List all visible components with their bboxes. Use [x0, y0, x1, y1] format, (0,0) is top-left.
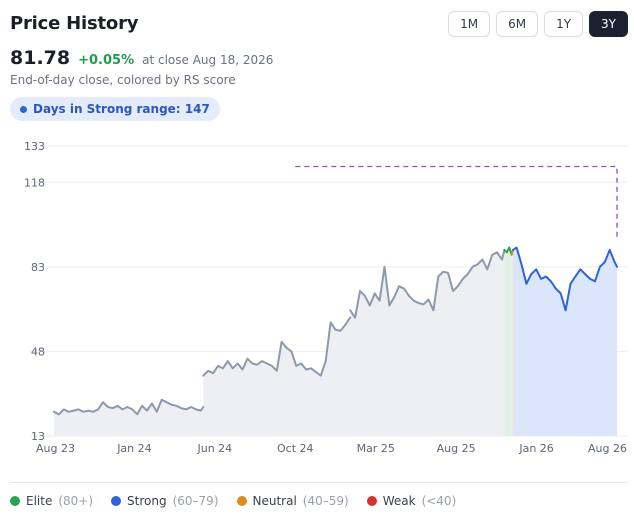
range-button-6m[interactable]: 6M: [496, 11, 539, 37]
close-date-note: at close Aug 18, 2026: [142, 53, 274, 67]
quote-row: 81.78 +0.05% at close Aug 18, 2026: [10, 47, 273, 69]
x-tick-label: Mar 25: [357, 442, 395, 455]
legend-label: Strong: [127, 494, 167, 508]
price-line-unrated: [53, 398, 205, 416]
y-tick-label: 83: [31, 261, 45, 274]
page-title: Price History: [10, 13, 139, 34]
legend-dot-icon: [111, 496, 122, 506]
x-tick-label: Aug 26: [588, 442, 627, 455]
legend-divider: [10, 482, 628, 483]
legend-range: (60–79): [172, 494, 219, 508]
badge-dot-icon: [20, 105, 27, 113]
x-tick-label: Jun 24: [197, 442, 233, 455]
x-tick-label: Jan 26: [518, 442, 553, 455]
legend-label: Elite: [26, 494, 53, 508]
price-line-unrated: [202, 316, 352, 377]
area-fill-neutral: [511, 249, 513, 436]
y-tick-label: 13: [31, 430, 45, 443]
x-axis-ticks: Aug 23 Jan 24 Jun 24 Oct 24 Mar 25 Aug 25 Jan …: [36, 442, 627, 455]
legend: Elite (80+) Strong (60–79) Neutral (40–5…: [10, 494, 456, 508]
price-history-chart[interactable]: 133 118 83 48 13 Aug 23 Jan 24 Jun 24 Oct 24 Mar…: [0, 132, 634, 462]
area-fill-unrated: [54, 399, 204, 436]
price-lines: [53, 246, 618, 416]
legend-label: Weak: [382, 494, 416, 508]
legend-range: (40–59): [302, 494, 349, 508]
y-axis-ticks: 133 118 83 48 13: [24, 140, 45, 443]
legend-item-weak: Weak (<40): [366, 494, 457, 508]
area-fill-strong: [513, 247, 617, 436]
price-change: +0.05%: [78, 53, 135, 68]
legend-dot-icon: [366, 496, 377, 506]
area-fill-elite: [504, 247, 512, 436]
area-fill-unrated: [350, 249, 505, 436]
range-button-1m[interactable]: 1M: [448, 11, 491, 37]
y-tick-label: 133: [24, 140, 45, 153]
area-fill-unrated: [203, 317, 351, 436]
x-tick-label: Aug 25: [437, 442, 476, 455]
x-tick-label: Jan 24: [116, 442, 151, 455]
range-button-1y[interactable]: 1Y: [544, 11, 584, 37]
badge-text: Days in Strong range: 147: [33, 102, 210, 116]
strong-days-badge: Days in Strong range: 147: [10, 97, 220, 121]
legend-item-neutral: Neutral (40–59): [236, 494, 349, 508]
y-tick-label: 118: [24, 176, 45, 189]
area-fills: [54, 247, 617, 436]
legend-dot-icon: [10, 496, 20, 506]
x-tick-label: Aug 23: [36, 442, 75, 455]
price-line-elite: [503, 246, 513, 256]
reference-dashed-line: [295, 165, 618, 237]
range-selector: 1M 6M 1Y 3Y: [448, 11, 628, 37]
legend-range: (80+): [58, 494, 94, 508]
price-line-strong: [512, 246, 618, 312]
x-tick-label: Oct 24: [277, 442, 314, 455]
y-tick-label: 48: [31, 345, 45, 358]
chart-subtitle: End-of-day close, colored by RS score: [10, 73, 236, 87]
range-button-3y[interactable]: 3Y: [589, 11, 628, 37]
legend-item-elite: Elite (80+): [10, 494, 93, 508]
legend-range: (<40): [421, 494, 457, 508]
legend-dot-icon: [236, 496, 247, 506]
reference-line: [295, 165, 618, 237]
legend-label: Neutral: [252, 494, 297, 508]
legend-item-strong: Strong (60–79): [111, 494, 219, 508]
current-price: 81.78: [10, 47, 71, 69]
price-line-unrated: [349, 248, 506, 319]
